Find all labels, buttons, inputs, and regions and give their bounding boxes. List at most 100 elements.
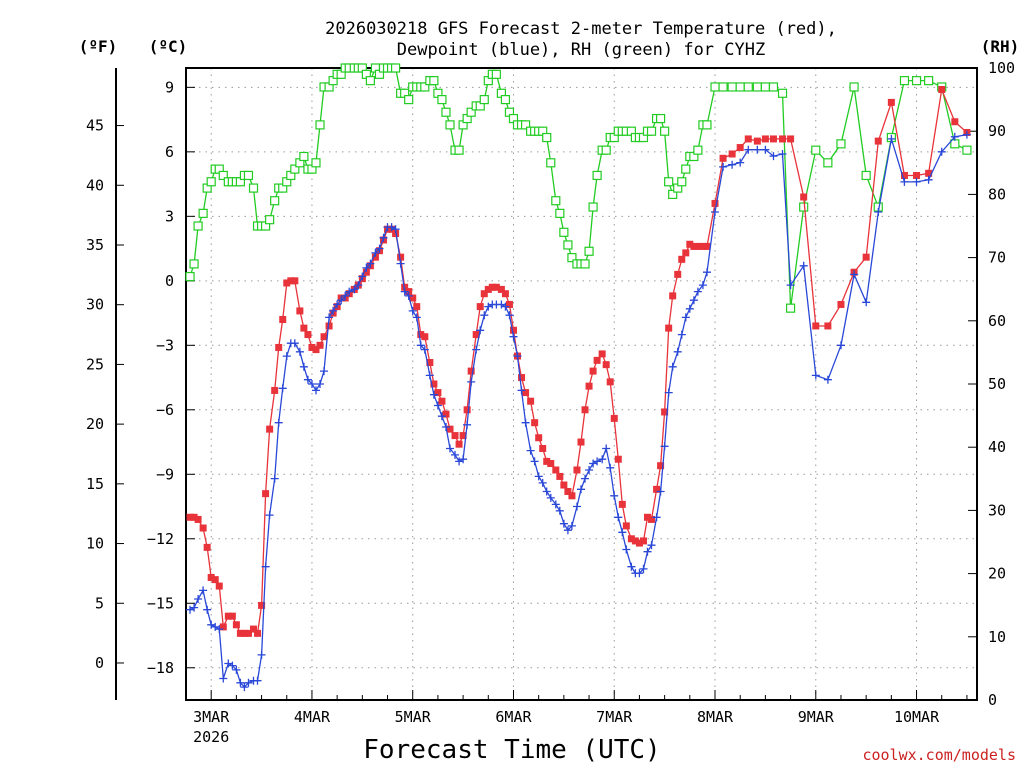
dewpoint-marker	[614, 513, 623, 522]
dewpoint-marker	[593, 457, 602, 466]
temperature-marker	[539, 444, 547, 452]
fahrenheit-tick-label: 30	[86, 296, 104, 314]
fahrenheit-tick-label: 20	[86, 415, 104, 433]
rh-marker	[752, 82, 762, 92]
temperature-marker	[585, 382, 593, 390]
dewpoint-marker	[236, 678, 245, 687]
rh-tick-label: 90	[988, 122, 1006, 140]
rh-marker	[315, 120, 325, 130]
temperature-marker	[244, 629, 252, 637]
dewpoint-marker	[850, 270, 859, 279]
dewpoint-marker	[610, 491, 619, 500]
temperature-marker	[657, 462, 665, 470]
temperature-marker	[631, 537, 639, 545]
temperature-marker	[492, 283, 500, 291]
rh-marker	[365, 76, 375, 86]
fahrenheit-tick-label: 40	[86, 176, 104, 194]
rh-tick-label: 0	[988, 691, 997, 709]
temperature-marker	[430, 380, 438, 388]
dewpoint-marker	[207, 620, 216, 629]
dewpoint-marker	[719, 162, 728, 171]
rh-marker	[290, 164, 300, 174]
dewpoint-marker	[563, 526, 572, 535]
dewpoint-marker	[211, 622, 220, 631]
rh-marker	[390, 63, 401, 73]
dewpoint-marker	[420, 345, 429, 354]
dewpoint-marker	[366, 259, 375, 268]
temperature-marker	[262, 490, 270, 498]
temperature-marker	[497, 285, 505, 293]
dewpoint-marker	[371, 248, 380, 257]
temperature-marker	[467, 367, 475, 375]
dewpoint-marker	[261, 562, 270, 571]
dewpoint-marker	[459, 455, 468, 464]
temperature-marker	[211, 576, 219, 584]
dewpoint-marker	[442, 423, 450, 431]
temperature-marker	[552, 466, 560, 474]
rh-marker	[735, 82, 745, 92]
rh-marker	[520, 120, 531, 130]
rh-marker	[189, 259, 199, 269]
temperature-marker	[787, 135, 795, 143]
celsius-tick-label: 6	[165, 143, 174, 161]
temperature-marker	[509, 326, 517, 334]
x-tick-label: 5MAR	[395, 708, 432, 726]
temperature-marker	[711, 199, 719, 207]
dewpoint-marker	[606, 463, 615, 472]
temperature-marker	[824, 322, 832, 330]
dewpoint-marker	[312, 386, 320, 395]
temperature-marker	[362, 268, 370, 276]
dewpoint-marker	[308, 380, 316, 388]
temperature-marker	[291, 277, 299, 285]
temperature-marker	[564, 487, 572, 495]
dewpoint-marker	[693, 287, 702, 296]
temperature-marker	[653, 485, 661, 493]
temperature-marker	[426, 359, 434, 367]
temperature-marker	[622, 522, 630, 530]
rh-marker	[479, 94, 489, 105]
temperature-marker	[501, 290, 509, 298]
x-tick-label: 8MAR	[697, 708, 734, 726]
celsius-tick-label: −15	[147, 594, 174, 612]
x-tick-sublabel: 2026	[193, 728, 229, 746]
temperature-marker	[316, 341, 324, 349]
temperature-marker	[719, 154, 727, 162]
dewpoint-marker	[635, 569, 644, 578]
dewpoint-marker	[416, 341, 425, 350]
rh-marker	[950, 139, 960, 149]
dewpoint-marker	[404, 291, 413, 300]
rh-marker	[727, 82, 737, 92]
dewpoint-marker	[728, 160, 737, 169]
rh-marker	[811, 145, 821, 155]
dewpoint-marker	[463, 420, 472, 429]
temperature-marker	[686, 240, 694, 248]
temperature-marker	[753, 137, 761, 145]
dewpoint-marker	[668, 362, 677, 371]
rh-marker	[664, 177, 674, 187]
dewpoint-marker	[577, 485, 585, 494]
temperature-marker	[556, 472, 564, 480]
dewpoint-marker	[316, 380, 324, 388]
celsius-tick-label: 9	[165, 78, 174, 96]
rh-marker	[911, 76, 922, 86]
temperature-marker	[455, 440, 463, 448]
rh-marker	[248, 183, 259, 193]
dewpoint-marker	[497, 300, 506, 309]
rh-series	[185, 63, 972, 313]
x-tick-label: 7MAR	[596, 708, 633, 726]
fahrenheit-tick-label: 15	[86, 475, 104, 493]
temperature-marker	[736, 144, 744, 152]
temperature-marker	[627, 535, 635, 543]
dewpoint-marker	[244, 678, 253, 687]
temperature-marker	[296, 307, 304, 315]
rh-marker	[441, 107, 451, 117]
dewpoint-marker	[358, 272, 367, 281]
rh-marker	[899, 76, 910, 86]
temperature-marker	[505, 300, 513, 308]
rh-marker	[445, 120, 455, 130]
rh-marker	[311, 158, 321, 168]
temperature-marker	[900, 171, 908, 179]
dewpoint-marker	[585, 466, 594, 474]
dewpoint-marker	[761, 145, 770, 154]
